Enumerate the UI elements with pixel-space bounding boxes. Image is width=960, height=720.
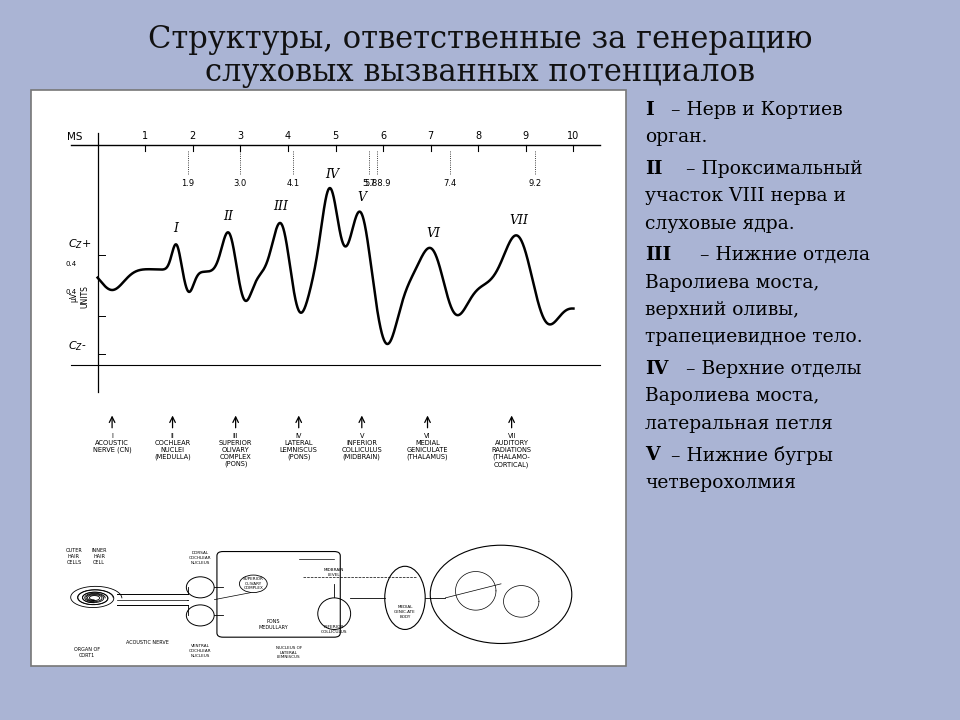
Text: – Нерв и Кортиев: – Нерв и Кортиев: [665, 101, 843, 119]
Text: IV: IV: [324, 168, 339, 181]
Text: 10: 10: [567, 131, 580, 141]
Text: V: V: [645, 446, 660, 464]
Text: PONS
MEDULLARY: PONS MEDULLARY: [258, 618, 288, 629]
Text: ACOUSTIC NERVE: ACOUSTIC NERVE: [126, 640, 169, 645]
Text: INNER
HAIR
CELL: INNER HAIR CELL: [91, 548, 107, 564]
Text: 8: 8: [475, 131, 481, 141]
Text: SUPERIOR
OLIVARY
COMPLEX: SUPERIOR OLIVARY COMPLEX: [243, 577, 264, 590]
Text: – Нижние бугры: – Нижние бугры: [665, 446, 833, 465]
Text: MS: MS: [66, 132, 83, 142]
Text: 9.2: 9.2: [529, 179, 542, 189]
Text: μV
UNITS: μV UNITS: [70, 285, 89, 308]
Text: 5.88.9: 5.88.9: [364, 179, 391, 189]
Text: трапециевидное тело.: трапециевидное тело.: [645, 328, 863, 346]
Text: 6: 6: [380, 131, 386, 141]
Text: 1: 1: [142, 131, 148, 141]
Text: участок VIII нерва и: участок VIII нерва и: [645, 187, 846, 205]
Text: OUTER
HAIR
CELLS: OUTER HAIR CELLS: [65, 548, 83, 564]
Text: орган.: орган.: [645, 128, 708, 146]
Text: V
INFERIOR
COLLICULUS
(MIDBRAIN): V INFERIOR COLLICULUS (MIDBRAIN): [342, 433, 382, 460]
Text: латеральная петля: латеральная петля: [645, 415, 833, 433]
Text: 1.9: 1.9: [181, 179, 195, 189]
Text: III: III: [274, 200, 288, 213]
Text: IV
LATERAL
LEMNISCUS
(PONS): IV LATERAL LEMNISCUS (PONS): [279, 433, 318, 460]
Text: VII: VII: [509, 214, 528, 227]
Text: четверохолмия: четверохолмия: [645, 474, 796, 492]
Text: DORSAL
COCHLEAR
NUCLEUS: DORSAL COCHLEAR NUCLEUS: [189, 552, 211, 564]
Text: V: V: [357, 191, 366, 204]
Text: – Нижние отдела: – Нижние отдела: [694, 246, 870, 264]
Text: Варолиева моста,: Варолиева моста,: [645, 274, 820, 292]
Text: 7.4: 7.4: [444, 179, 456, 189]
Text: Варолиева моста,: Варолиева моста,: [645, 387, 820, 405]
Text: $C_Z$-: $C_Z$-: [68, 339, 86, 353]
Text: 9: 9: [523, 131, 529, 141]
Text: $C_Z$+: $C_Z$+: [68, 237, 91, 251]
Text: – Проксимальный: – Проксимальный: [680, 160, 862, 178]
Text: 5: 5: [332, 131, 339, 141]
Text: II: II: [224, 210, 233, 222]
Text: MIDBRAIN
LEVEL: MIDBRAIN LEVEL: [324, 568, 345, 577]
Text: VI
MEDIAL
GENICULATE
(THALAMUS): VI MEDIAL GENICULATE (THALAMUS): [407, 433, 448, 460]
Text: 3.0: 3.0: [233, 179, 247, 189]
Text: II: II: [645, 160, 662, 178]
Text: ORGAN OF
CORT1: ORGAN OF CORT1: [74, 647, 100, 657]
Text: VI: VI: [426, 228, 440, 240]
Text: INFERIOR
COLLICULUS: INFERIOR COLLICULUS: [321, 625, 348, 634]
Text: I: I: [645, 101, 654, 119]
Text: верхний оливы,: верхний оливы,: [645, 301, 800, 319]
Text: 2: 2: [190, 131, 196, 141]
Text: I
ACOUSTIC
NERVE (CN): I ACOUSTIC NERVE (CN): [93, 433, 132, 453]
Text: 5.7: 5.7: [362, 179, 375, 189]
Text: 4.1: 4.1: [286, 179, 300, 189]
Text: 3: 3: [237, 131, 244, 141]
Text: VENTRAL
COCHLEAR
NUCLEUS: VENTRAL COCHLEAR NUCLEUS: [189, 644, 211, 657]
Text: MEDIAL
GENIC.ATE
BODY: MEDIAL GENIC.ATE BODY: [395, 606, 416, 618]
Text: NUCLEUS OF
LATERAL
LEMNISCUS: NUCLEUS OF LATERAL LEMNISCUS: [276, 646, 301, 660]
Text: слуховые ядра.: слуховые ядра.: [645, 215, 795, 233]
Text: IV: IV: [645, 360, 668, 378]
Text: II
COCHLEAR
NUCLEI
(MEDULLA): II COCHLEAR NUCLEI (MEDULLA): [155, 433, 191, 460]
Text: III
SUPERIOR
OLIVARY
COMPLEX
(PONS): III SUPERIOR OLIVARY COMPLEX (PONS): [219, 433, 252, 467]
Text: 7: 7: [427, 131, 434, 141]
Text: 0.4



0.4: 0.4 0.4: [66, 261, 77, 295]
FancyBboxPatch shape: [31, 90, 626, 666]
Text: III: III: [645, 246, 671, 264]
Text: 4: 4: [285, 131, 291, 141]
Text: слуховых вызванных потенциалов: слуховых вызванных потенциалов: [205, 56, 755, 88]
Text: – Верхние отделы: – Верхние отделы: [680, 360, 861, 378]
Text: Структуры, ответственные за генерацию: Структуры, ответственные за генерацию: [148, 24, 812, 55]
Text: VII
AUDITORY
RADIATIONS
(THALAMO-
CORTICAL): VII AUDITORY RADIATIONS (THALAMO- CORTIC…: [492, 433, 532, 467]
Text: I: I: [174, 222, 179, 235]
